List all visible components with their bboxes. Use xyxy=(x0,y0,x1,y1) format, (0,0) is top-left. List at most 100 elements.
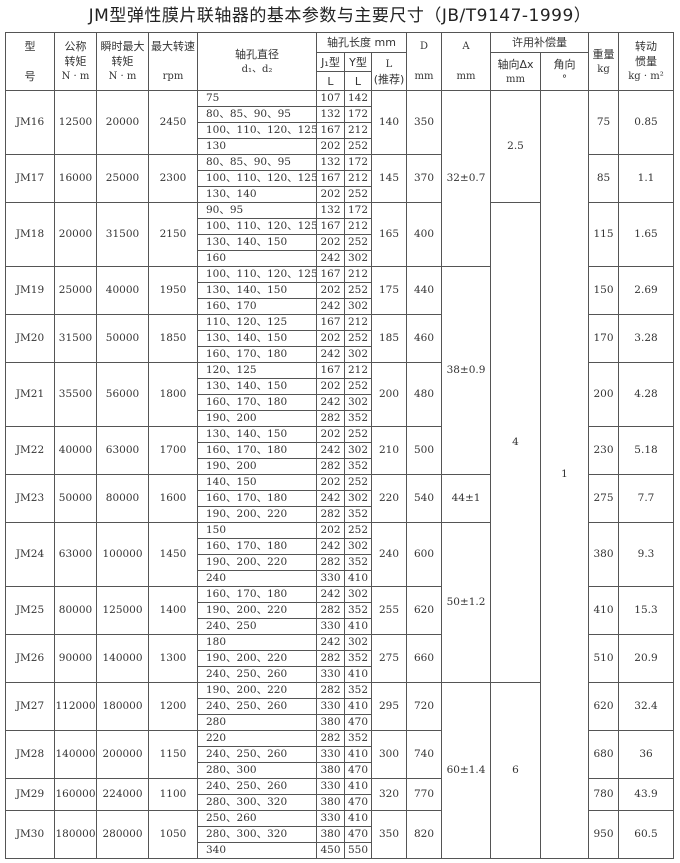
bore-diameter-cell: 190、200、220 xyxy=(197,682,317,699)
y-length-cell: 302 xyxy=(344,250,372,267)
speed-cell: 1300 xyxy=(148,634,198,683)
d-cell: 600 xyxy=(406,522,442,587)
y-length-cell: 410 xyxy=(344,618,372,635)
table-row: JM26 90000 140000 1300 180 242 302 275 660 510 20.… xyxy=(5,634,674,683)
bore-diameter-cell: 280、300、320 xyxy=(197,826,317,843)
j1-length-cell: 242 xyxy=(316,586,345,603)
bore-diameter-cell: 180 xyxy=(197,634,317,651)
y-length-cell: 252 xyxy=(344,474,372,491)
torque-cell: 80000 xyxy=(54,586,97,635)
l-recommended-cell: 165 xyxy=(371,202,407,267)
header-y: Y型 xyxy=(344,52,372,72)
torque-cell: 31500 xyxy=(54,314,97,363)
model-cell: JM19 xyxy=(5,266,55,315)
bore-diameter-cell: 240、250、260 xyxy=(197,698,317,715)
model-cell: JM22 xyxy=(5,426,55,475)
table-subrow: 130、140、150 202 252 xyxy=(6,330,674,347)
y-length-cell: 352 xyxy=(344,730,372,747)
j1-length-cell: 167 xyxy=(316,266,345,283)
y-length-cell: 410 xyxy=(344,698,372,715)
table-row: JM21 35500 56000 1800 120、125 167 212 200 480 200… xyxy=(5,362,674,427)
y-length-cell: 302 xyxy=(344,442,372,459)
bore-diameter-cell: 100、110、120、125 xyxy=(197,170,317,187)
bore-diameter-cell: 130、140、150 xyxy=(197,234,317,251)
j1-length-cell: 202 xyxy=(316,282,345,299)
bore-diameter-cell: 140、150 xyxy=(197,474,317,491)
bore-diameter-cell: 160、170、180 xyxy=(197,490,317,507)
header-peak-torque: 瞬时最大 转矩 N · m xyxy=(96,32,149,91)
peak-torque-cell: 50000 xyxy=(96,314,149,363)
bore-diameter-cell: 130、140、150 xyxy=(197,378,317,395)
table-subrow: 160 242 302 xyxy=(6,250,674,267)
coupling-spec-table: 型号 公称 转矩 N · m 瞬时最大 转矩 N · m 最大转速 rpm 轴孔直径 d₁、… xyxy=(5,32,674,859)
table-row: JM19 25000 40000 1950 100、110、120、125 167 212 1… xyxy=(5,266,674,475)
table-subrow: 240、250、260 330 410 xyxy=(6,746,674,763)
l-recommended-cell: 220 xyxy=(371,474,407,523)
bore-diameter-cell: 80、85、90、95 xyxy=(197,154,317,171)
speed-cell: 1150 xyxy=(148,730,198,779)
l-recommended-cell: 140 xyxy=(371,90,407,155)
y-length-cell: 470 xyxy=(344,826,372,843)
y-length-cell: 352 xyxy=(344,602,372,619)
table-subrow: 190、200、220 282 352 xyxy=(6,506,674,523)
peak-torque-cell: 125000 xyxy=(96,586,149,635)
inertia-cell: 3.28 xyxy=(618,314,674,363)
model-cell: JM26 xyxy=(5,634,55,683)
torque-cell: 20000 xyxy=(54,202,97,267)
speed-cell: 1800 xyxy=(148,362,198,427)
j1-length-cell: 282 xyxy=(316,650,345,667)
model-cell: JM20 xyxy=(5,314,55,363)
bore-diameter-cell: 240、250 xyxy=(197,618,317,635)
d-cell: 480 xyxy=(406,362,442,427)
header-l-recommended: L (推荐) xyxy=(371,52,407,91)
l-recommended-cell: 350 xyxy=(371,810,407,859)
torque-cell: 160000 xyxy=(54,778,97,811)
d-cell: 720 xyxy=(406,682,442,731)
inertia-cell: 2.69 xyxy=(618,266,674,315)
bore-diameter-cell: 160、170、180 xyxy=(197,346,317,363)
j1-length-cell: 202 xyxy=(316,522,345,539)
d-cell: 500 xyxy=(406,426,442,475)
inertia-cell: 60.5 xyxy=(618,810,674,859)
speed-cell: 2450 xyxy=(148,90,198,155)
weight-cell: 620 xyxy=(588,682,619,731)
bore-diameter-cell: 160、170、180 xyxy=(197,442,317,459)
bore-diameter-cell: 240、250、260 xyxy=(197,746,317,763)
model-cell: JM24 xyxy=(5,522,55,587)
j1-length-cell: 167 xyxy=(316,362,345,379)
speed-cell: 1850 xyxy=(148,314,198,363)
torque-cell: 12500 xyxy=(54,90,97,155)
table-row: JM25 80000 125000 1400 160、170、180 242 302 255 6… xyxy=(5,586,674,635)
a-cell: 60±1.4 xyxy=(441,682,491,859)
j1-length-cell: 242 xyxy=(316,394,345,411)
j1-length-cell: 242 xyxy=(316,490,345,507)
torque-cell: 140000 xyxy=(54,730,97,779)
y-length-cell: 302 xyxy=(344,394,372,411)
j1-length-cell: 202 xyxy=(316,330,345,347)
table-row: JM18 20000 31500 2150 90、95 132 172 165 400 4 115 1… xyxy=(5,202,674,683)
y-length-cell: 470 xyxy=(344,794,372,811)
inertia-cell: 5.18 xyxy=(618,426,674,475)
table-row: JM27 112000 180000 1200 190、200、220 282 352 295… xyxy=(5,682,674,859)
weight-cell: 275 xyxy=(588,474,619,523)
y-length-cell: 302 xyxy=(344,298,372,315)
peak-torque-cell: 80000 xyxy=(96,474,149,523)
inertia-cell: 43.9 xyxy=(618,778,674,811)
y-length-cell: 252 xyxy=(344,378,372,395)
j1-length-cell: 330 xyxy=(316,698,345,715)
bore-diameter-cell: 220 xyxy=(197,730,317,747)
table-subrow: 80、85、90、95 132 172 xyxy=(6,106,674,123)
l-recommended-cell: 145 xyxy=(371,154,407,203)
y-length-cell: 212 xyxy=(344,362,372,379)
j1-length-cell: 330 xyxy=(316,618,345,635)
j1-length-cell: 202 xyxy=(316,378,345,395)
bore-diameter-cell: 250、260 xyxy=(197,810,317,827)
j1-length-cell: 242 xyxy=(316,634,345,651)
table-row: JM23 50000 80000 1600 140、150 202 252 220 540 44±… xyxy=(5,474,674,523)
header-torque: 公称 转矩 N · m xyxy=(54,32,97,91)
angle-cell: 1 xyxy=(540,90,589,859)
bore-diameter-cell: 280 xyxy=(197,714,317,731)
table-subrow: 280 380 470 xyxy=(6,714,674,731)
table-subrow: 100、110、120、125 167 212 xyxy=(6,122,674,139)
y-length-cell: 252 xyxy=(344,330,372,347)
